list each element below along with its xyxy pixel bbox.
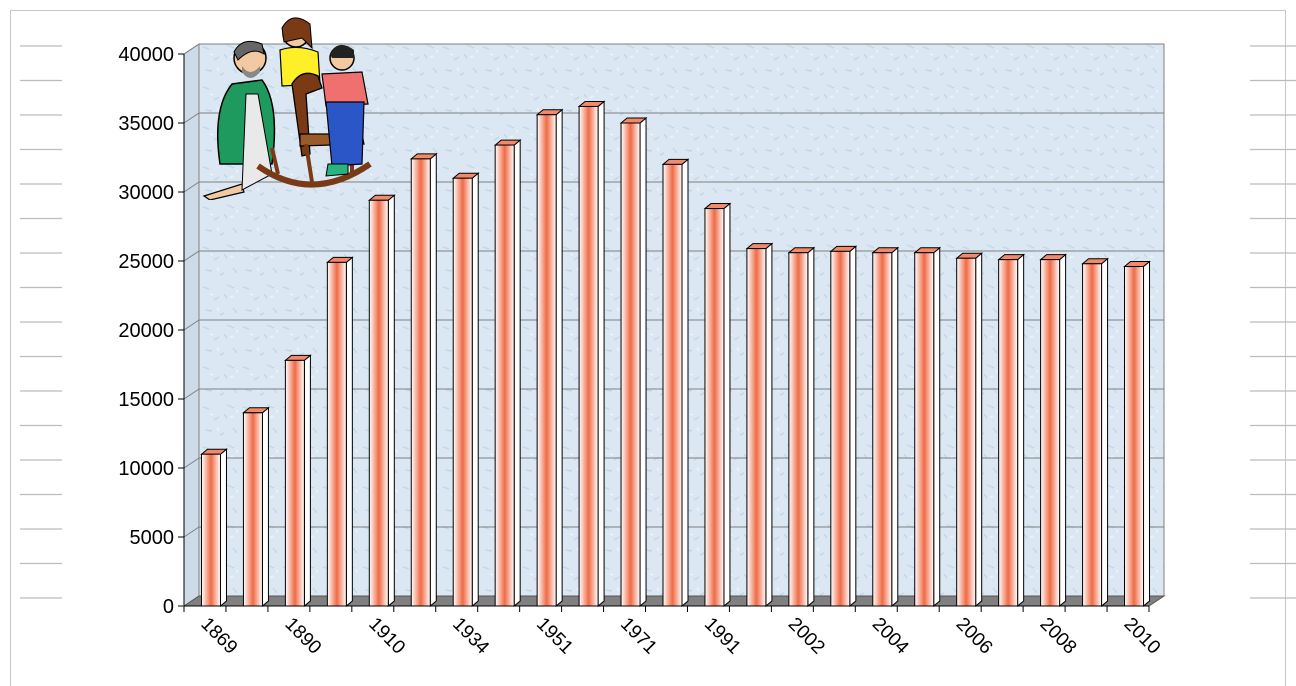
bar	[200, 453, 221, 607]
bar	[326, 261, 347, 607]
bar-side	[1143, 260, 1151, 608]
bar	[536, 114, 557, 607]
gridline-depth	[183, 250, 200, 262]
bar	[494, 144, 515, 607]
x-axis: 1869 1890 1910 1934 1951 1971 1991 2002 2004 2006…	[183, 605, 1165, 659]
bar-side	[555, 108, 563, 608]
bar-side	[1017, 253, 1025, 608]
bar	[578, 105, 599, 607]
x-tick-label: 1934	[448, 614, 493, 659]
bar	[410, 158, 431, 607]
bar-side	[429, 152, 437, 608]
bar-side	[597, 100, 605, 608]
bar-side	[723, 202, 731, 608]
gridline-depth	[183, 457, 200, 469]
gridline-depth	[183, 181, 200, 193]
bar	[1040, 259, 1061, 607]
bar-side	[303, 354, 311, 608]
x-tick-label: 1869	[196, 614, 241, 659]
y-tick-label: 25000	[118, 251, 174, 273]
family-clipart-icon	[202, 17, 372, 200]
bar-side	[261, 406, 269, 608]
x-tick-label: 2010	[1120, 614, 1165, 659]
y-tick-label: 15000	[118, 389, 174, 411]
bar-side	[387, 194, 395, 608]
bar-side	[513, 139, 521, 608]
x-tick-label: 2004	[868, 614, 913, 659]
chart-frame	[10, 10, 1286, 686]
x-tick-label: 2006	[952, 614, 997, 659]
y-tick-label: 20000	[118, 320, 174, 342]
bar-side	[807, 246, 815, 608]
bar	[704, 208, 725, 607]
bar-side	[765, 242, 773, 608]
bar	[914, 252, 935, 607]
bar	[284, 359, 305, 607]
bar-side	[933, 246, 941, 608]
gridline-depth	[183, 43, 200, 55]
bar	[452, 177, 473, 607]
y-tick-label: 5000	[130, 527, 175, 549]
y-tick-label: 40000	[118, 44, 174, 66]
x-tick-label: 2002	[784, 614, 829, 659]
bar	[1124, 266, 1145, 607]
bar	[368, 199, 389, 607]
bar-side	[219, 448, 227, 608]
bar	[242, 412, 263, 607]
bar	[830, 250, 851, 607]
gridline-depth	[183, 388, 200, 400]
bar	[620, 122, 641, 607]
bar-side	[471, 172, 479, 608]
y-tick-label: 0	[163, 596, 174, 618]
bar-side	[1101, 257, 1109, 608]
side-rules	[20, 45, 1296, 599]
bar-side	[975, 252, 983, 608]
bar	[746, 248, 767, 607]
bar-side	[1059, 253, 1067, 608]
bar-side	[345, 256, 353, 608]
bar-side	[849, 245, 857, 608]
gridline-depth	[183, 319, 200, 331]
bar	[872, 252, 893, 607]
bar-side	[681, 158, 689, 608]
y-tick-label: 10000	[118, 458, 174, 480]
y-tick-label: 35000	[118, 113, 174, 135]
bar	[662, 163, 683, 607]
y-axis: 0 5000 10000 15000 20000 25000 30000 35000 40000	[118, 44, 185, 618]
bar-side	[639, 116, 647, 608]
x-tick-label: 1971	[616, 614, 661, 659]
bar	[788, 252, 809, 607]
bars	[200, 100, 1151, 608]
x-tick-label: 1890	[280, 614, 325, 659]
gridline-depth	[183, 112, 200, 124]
bar	[956, 257, 977, 607]
y-tick-label: 30000	[118, 182, 174, 204]
x-tick-label: 1951	[532, 614, 577, 659]
gridline-depth	[183, 526, 200, 538]
x-tick-label: 2008	[1036, 614, 1081, 659]
x-tick-label: 1991	[700, 614, 745, 659]
bar	[1082, 263, 1103, 607]
x-tick-label: 1910	[364, 614, 409, 659]
bar-side	[891, 246, 899, 608]
bar	[998, 259, 1019, 607]
